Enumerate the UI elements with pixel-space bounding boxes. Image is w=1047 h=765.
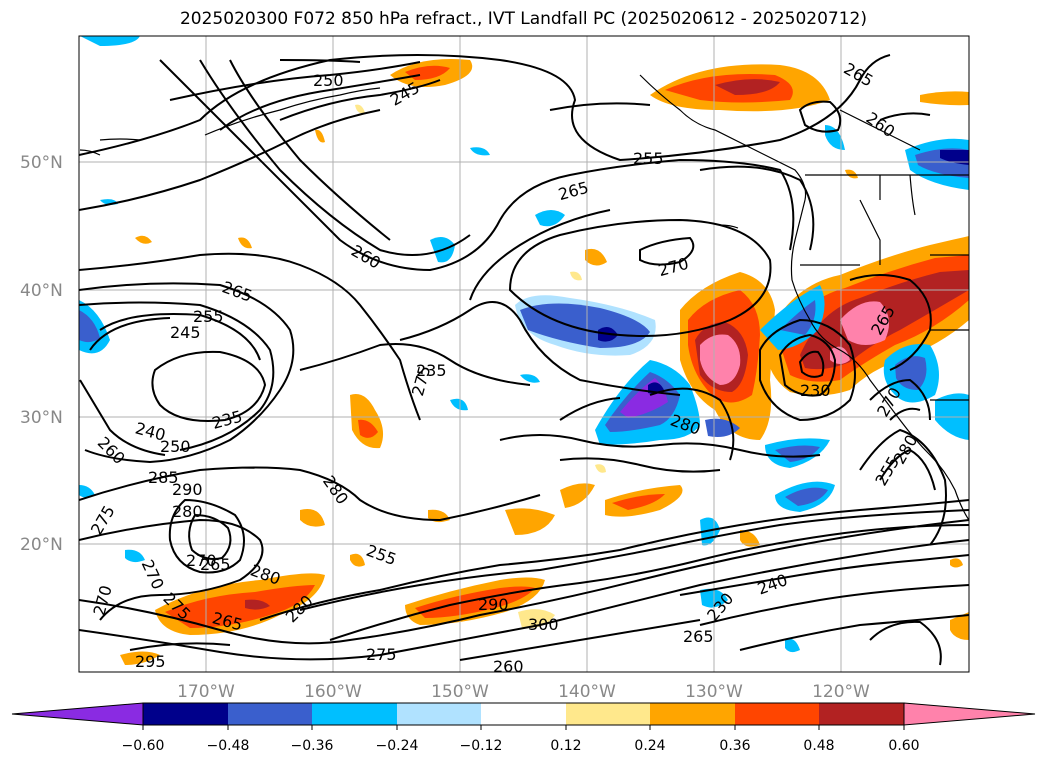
colorbar-tick-label: −0.60 [122, 738, 165, 754]
contour-label: 270 [186, 551, 217, 570]
lat-label-20n: 20°N [20, 535, 63, 555]
contour-label: 265 [200, 555, 231, 574]
colorbar-segment [397, 703, 481, 725]
contour-label: 230 [800, 381, 831, 400]
colorbar-segment [819, 703, 904, 725]
coastline [79, 74, 969, 521]
colorbar-extend-low [11, 702, 144, 726]
colorbar-tick-label: 0.12 [550, 738, 581, 754]
latitude-labels: 50°N 40°N 30°N 20°N [20, 153, 63, 555]
colorbar-extend-high [903, 702, 1036, 726]
colorbar-tick-label: 0.60 [888, 738, 919, 754]
colorbar-tick-label: −0.12 [460, 738, 503, 754]
contour-label: 300 [528, 615, 559, 634]
colorbar-tick-label: −0.24 [376, 738, 419, 754]
contour-lines [79, 54, 969, 666]
colorbar-ticks [142, 725, 905, 730]
shaded-field [79, 36, 969, 665]
contour-label: 285 [148, 468, 179, 487]
graticule [79, 36, 969, 672]
colorbar-segment [566, 703, 650, 725]
colorbar-segment [143, 703, 228, 725]
lat-label-30n: 30°N [20, 408, 63, 428]
contour-label: 250 [160, 437, 191, 456]
colorbar-segment [735, 703, 819, 725]
colorbar-tick-label: 0.24 [634, 738, 665, 754]
colorbar-tick-label: −0.48 [207, 738, 250, 754]
colorbar-outline [142, 702, 905, 726]
colorbar-segment [481, 703, 566, 725]
contour-label: 245 [170, 323, 201, 342]
colorbar-segment [650, 703, 735, 725]
contour-label: 280 [172, 502, 203, 521]
lon-label-150w: 150°W [431, 682, 489, 702]
colorbar: −0.60 −0.48 −0.36 −0.24 −0.12 0.12 0.24 … [11, 702, 1036, 754]
contour-label: 235 [416, 361, 447, 380]
colorbar-tick-label: −0.36 [291, 738, 334, 754]
colorbar-tick-label: 0.36 [719, 738, 750, 754]
contour-label: 255 [633, 149, 664, 168]
contour-label: 275 [366, 645, 397, 664]
lon-label-160w: 160°W [304, 682, 362, 702]
lon-label-170w: 170°W [177, 682, 235, 702]
contour-label: 290 [172, 480, 203, 499]
colorbar-segment [312, 703, 397, 725]
contour-label: 250 [313, 71, 344, 90]
lon-label-130w: 130°W [685, 682, 743, 702]
map-frame [78, 35, 970, 673]
longitude-labels: 170°W 160°W 150°W 140°W 130°W 120°W [177, 682, 870, 702]
contour-label: 265 [683, 627, 714, 646]
colorbar-tick-label: 0.48 [803, 738, 834, 754]
contour-label: 295 [135, 652, 166, 671]
map-title: 2025020300 F072 850 hPa refract., IVT La… [179, 9, 867, 29]
contour-label: 290 [478, 595, 509, 614]
lon-label-120w: 120°W [812, 682, 870, 702]
lat-label-50n: 50°N [20, 153, 63, 173]
contour-label: 260 [493, 657, 524, 676]
contour-label: 255 [193, 307, 224, 326]
lon-label-140w: 140°W [558, 682, 616, 702]
lat-label-40n: 40°N [20, 281, 63, 301]
colorbar-segment [228, 703, 312, 725]
